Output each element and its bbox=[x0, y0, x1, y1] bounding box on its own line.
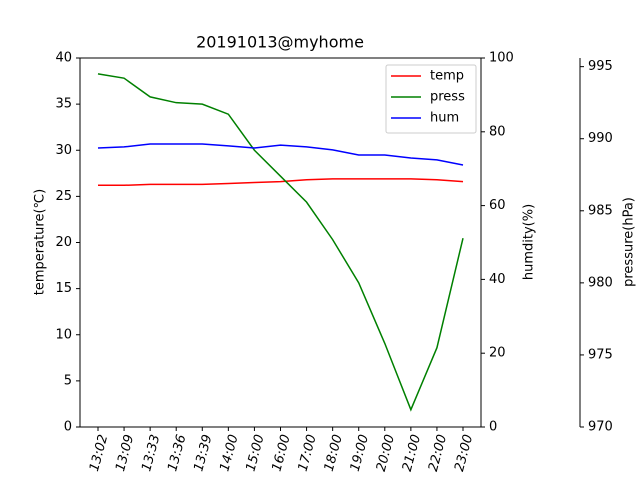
y-tick-label: 20 bbox=[55, 235, 72, 250]
y3-axis-label: pressure(hPa) bbox=[622, 197, 637, 287]
x-tick-label: 13:36 bbox=[165, 433, 189, 473]
y3-tick-label: 980 bbox=[588, 275, 613, 290]
y-tick-label: 40 bbox=[55, 51, 72, 66]
y-tick-label: 30 bbox=[55, 143, 72, 158]
x-tick-label: 13:02 bbox=[87, 433, 111, 473]
y2-axis-label: humdity(%) bbox=[522, 204, 537, 280]
y-tick-label: 5 bbox=[64, 373, 72, 388]
series-line bbox=[97, 178, 464, 187]
x-tick-label: 20:00 bbox=[374, 433, 398, 473]
y3-tick-label: 970 bbox=[588, 420, 613, 435]
y-tick-label: 0 bbox=[64, 420, 72, 435]
y-tick-label: 10 bbox=[55, 327, 72, 342]
legend-label: press bbox=[430, 90, 465, 105]
y3-tick-label: 990 bbox=[588, 131, 613, 146]
series-line bbox=[97, 143, 464, 166]
y2-tick-label: 0 bbox=[489, 420, 497, 435]
y-tick-label: 25 bbox=[55, 189, 72, 204]
series-line bbox=[97, 73, 464, 412]
y2-tick-label: 60 bbox=[489, 198, 506, 213]
x-tick-label: 21:00 bbox=[400, 433, 424, 473]
x-tick-label: 17:00 bbox=[296, 433, 320, 473]
legend-label: hum bbox=[430, 111, 459, 126]
y2-tick-label: 40 bbox=[489, 272, 506, 287]
x-tick-label: 13:09 bbox=[113, 433, 137, 473]
legend-label: temp bbox=[430, 69, 464, 84]
x-tick-label: 14:00 bbox=[217, 433, 241, 473]
x-tick-label: 22:00 bbox=[426, 433, 450, 473]
y-tick-label: 15 bbox=[55, 281, 72, 296]
y-tick-label: 35 bbox=[55, 97, 72, 112]
x-tick-label: 19:00 bbox=[348, 433, 372, 473]
chart-title: 20191013@myhome bbox=[196, 33, 364, 52]
x-tick-label: 13:33 bbox=[139, 433, 163, 473]
y3-tick-label: 995 bbox=[588, 59, 613, 74]
y3-tick-label: 975 bbox=[588, 347, 613, 362]
y2-tick-label: 20 bbox=[489, 346, 506, 361]
x-tick-label: 13:39 bbox=[191, 433, 215, 473]
x-tick-label: 23:00 bbox=[452, 433, 476, 473]
y-axis-label: temperature(℃) bbox=[33, 189, 48, 295]
y3-tick-label: 985 bbox=[588, 203, 613, 218]
y2-tick-label: 80 bbox=[489, 124, 506, 139]
x-tick-label: 18:00 bbox=[322, 433, 346, 473]
legend-box bbox=[385, 64, 477, 134]
x-tick-label: 16:00 bbox=[270, 433, 294, 473]
y2-tick-label: 100 bbox=[489, 51, 514, 66]
x-tick-label: 15:00 bbox=[243, 433, 267, 473]
